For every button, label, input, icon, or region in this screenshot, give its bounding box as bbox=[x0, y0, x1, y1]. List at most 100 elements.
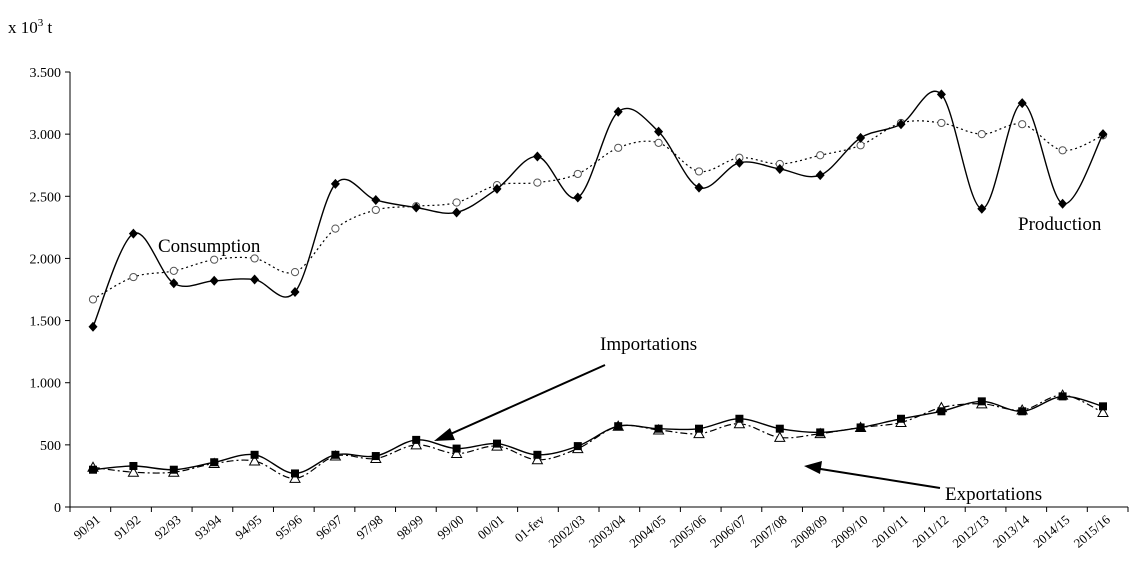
point-production bbox=[815, 170, 825, 181]
point-importations bbox=[695, 424, 703, 433]
point-consumption bbox=[88, 295, 98, 304]
point-exportations bbox=[733, 417, 746, 429]
importations-arrow bbox=[436, 364, 606, 441]
point-production bbox=[169, 278, 179, 289]
point-consumption bbox=[452, 198, 461, 207]
point-production bbox=[128, 228, 138, 239]
point-consumption bbox=[1018, 120, 1027, 129]
point-consumption bbox=[331, 224, 340, 233]
point-consumption bbox=[210, 255, 219, 264]
point-consumption bbox=[129, 272, 138, 282]
point-consumption bbox=[1058, 146, 1067, 155]
point-exportations bbox=[1097, 406, 1109, 418]
point-consumption bbox=[614, 143, 623, 152]
point-importations bbox=[412, 435, 421, 444]
y-tick-label: 2.500 bbox=[30, 190, 62, 205]
x-tick-label: 2006/07 bbox=[707, 511, 750, 550]
x-tick-label: 2003/04 bbox=[586, 511, 629, 550]
point-production bbox=[371, 195, 381, 206]
annotation-importations: Importations bbox=[600, 334, 697, 355]
x-tick-label: 2009/10 bbox=[828, 512, 870, 551]
point-consumption bbox=[816, 151, 825, 160]
point-consumption bbox=[694, 167, 704, 176]
x-tick-label: 2005/06 bbox=[667, 511, 710, 550]
point-importations bbox=[493, 439, 501, 448]
point-importations bbox=[250, 450, 259, 459]
x-tick-label: 2002/03 bbox=[545, 512, 587, 551]
x-tick-label: 95/96 bbox=[273, 511, 306, 542]
point-importations bbox=[371, 452, 380, 461]
point-production bbox=[411, 202, 421, 213]
y-tick-label: 0 bbox=[54, 501, 61, 516]
point-consumption bbox=[290, 268, 300, 277]
point-production bbox=[613, 106, 623, 117]
y-tick-label: 1.500 bbox=[30, 315, 62, 330]
point-production bbox=[88, 321, 98, 332]
point-production bbox=[734, 157, 744, 168]
x-tick-label: 92/93 bbox=[151, 512, 183, 543]
point-exportations bbox=[531, 453, 544, 465]
point-consumption bbox=[169, 266, 178, 275]
point-importations bbox=[452, 444, 461, 453]
y-tick-label: 1.000 bbox=[30, 377, 62, 392]
point-production bbox=[936, 89, 946, 100]
point-production bbox=[1058, 198, 1068, 209]
point-exportations bbox=[289, 472, 301, 483]
y-tick-label: 500 bbox=[40, 439, 61, 454]
series-line-consumption bbox=[92, 120, 1104, 300]
x-tick-label: 99/00 bbox=[434, 512, 466, 543]
x-tick-label: 2014/15 bbox=[1030, 512, 1072, 551]
x-tick-label: 2012/13 bbox=[949, 512, 991, 551]
annotation-production: Production bbox=[1018, 214, 1102, 235]
y-tick-label: 3.000 bbox=[30, 128, 62, 143]
point-production bbox=[290, 286, 300, 297]
point-consumption bbox=[977, 130, 986, 139]
point-production bbox=[775, 163, 785, 174]
annotation-consumption: Consumption bbox=[158, 236, 261, 257]
series-layer bbox=[87, 89, 1109, 483]
series-exportations bbox=[87, 389, 1109, 483]
x-tick-label: 2013/14 bbox=[990, 511, 1033, 550]
point-exportations bbox=[248, 454, 261, 466]
x-tick-label: 2004/05 bbox=[626, 512, 668, 551]
point-production bbox=[532, 151, 542, 162]
point-importations bbox=[1099, 402, 1107, 411]
series-consumption bbox=[88, 118, 1108, 304]
series-line-importations bbox=[92, 395, 1104, 475]
point-production bbox=[492, 183, 502, 194]
point-production bbox=[654, 126, 664, 137]
point-consumption bbox=[533, 178, 542, 187]
y-axis-ticks: 0 500 1.000 1.500 2.000 2.500 3.000 3.500 bbox=[30, 66, 70, 516]
point-production bbox=[856, 132, 866, 143]
point-consumption bbox=[937, 118, 946, 128]
point-importations bbox=[775, 424, 784, 433]
point-production bbox=[896, 119, 906, 130]
point-production bbox=[694, 182, 704, 193]
point-importations bbox=[816, 428, 825, 437]
point-importations bbox=[129, 461, 138, 470]
y-unit-label: x 103 t bbox=[8, 17, 53, 37]
point-importations bbox=[654, 424, 663, 433]
x-tick-label: 2007/08 bbox=[747, 512, 789, 551]
point-importations bbox=[331, 450, 340, 459]
x-tick-label: 01-fev bbox=[512, 511, 548, 545]
series-line-exportations bbox=[92, 394, 1104, 480]
x-tick-label: 94/95 bbox=[232, 512, 264, 543]
point-exportations bbox=[773, 431, 786, 442]
y-tick-label: 2.000 bbox=[30, 252, 62, 267]
point-importations bbox=[856, 423, 865, 432]
x-tick-label: 2011/12 bbox=[909, 512, 951, 551]
point-importations bbox=[533, 450, 542, 459]
point-consumption bbox=[250, 254, 259, 263]
point-importations bbox=[977, 397, 986, 406]
x-tick-label: 2015/16 bbox=[1071, 511, 1114, 550]
exportations-arrow bbox=[807, 466, 941, 489]
point-production bbox=[250, 274, 260, 285]
point-importations bbox=[614, 422, 623, 431]
point-importations bbox=[937, 407, 946, 416]
annotations: Consumption Production Importations Expo… bbox=[158, 214, 1102, 505]
series-importations bbox=[89, 392, 1107, 478]
point-exportations bbox=[450, 447, 463, 459]
point-consumption bbox=[371, 205, 380, 215]
